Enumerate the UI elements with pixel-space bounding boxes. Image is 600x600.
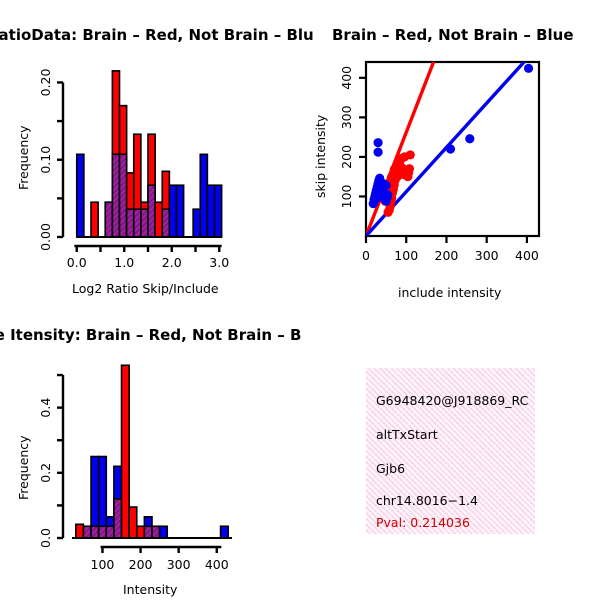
- info-line-locus: chr14.8016−1.4: [376, 493, 478, 508]
- histogram-bar: [175, 184, 185, 238]
- x-axis-tick-label: 1.0: [114, 255, 134, 270]
- histogram-bar: [158, 525, 169, 539]
- panel-intensity-histogram: ne Itensity: Brain – Red, Not Brain – B …: [0, 300, 302, 600]
- y-axis-tick-label: 0.20: [38, 68, 53, 96]
- scatter-plot: 100 200 300 400 0 100 200 300 400: [339, 60, 541, 263]
- intensity-histogram-xlabel: Intensity: [123, 582, 178, 597]
- scatter-point: [372, 193, 382, 203]
- y-axis-tick-label: 300: [339, 105, 354, 129]
- intensity-histogram-title: ne Itensity: Brain – Red, Not Brain – B: [0, 326, 302, 344]
- histogram-bar-overlap: [161, 208, 171, 238]
- histogram-bar: [206, 184, 216, 238]
- histogram-bar-overlap: [140, 208, 149, 238]
- histogram-bar-overlap: [90, 525, 100, 539]
- histogram-bar-overlap: [118, 153, 128, 238]
- regression-line: [366, 62, 527, 236]
- y-axis-tick-label: 0.0: [38, 528, 53, 548]
- ratio-histogram-title: RatioData: Brain – Red, Not Brain – Blu: [0, 26, 314, 44]
- y-axis-tick-label: 0.2: [38, 463, 53, 483]
- x-axis-tick-label: 0: [362, 248, 370, 263]
- info-line-pval: Pval: 0.214036: [376, 515, 470, 530]
- x-axis-tick-label: 200: [435, 248, 459, 263]
- histogram-bar: [90, 201, 99, 238]
- scatter-point: [465, 134, 475, 144]
- histogram-bar: [199, 153, 209, 238]
- y-axis-tick-label: 400: [339, 66, 354, 90]
- scatter-point: [389, 164, 399, 175]
- histogram-bar: [135, 525, 146, 539]
- histogram-bar-overlap: [113, 498, 123, 539]
- x-axis-tick-label: 400: [515, 248, 539, 263]
- x-axis-tick-label: 2.0: [162, 255, 182, 270]
- scatter-point: [381, 180, 391, 190]
- plot-area: [366, 62, 534, 236]
- scatter-point: [373, 147, 383, 157]
- histogram-bar-overlap: [105, 525, 115, 539]
- intensity-histogram-plot: 0.0 0.2 0.4 100 200 300 400: [38, 364, 232, 572]
- histogram-bar-overlap: [132, 208, 142, 238]
- plot-frame: [364, 60, 541, 238]
- histogram-bar: [75, 153, 85, 238]
- x-axis-tick-label: 300: [475, 248, 499, 263]
- x-axis-tick-label: 0.0: [67, 255, 87, 270]
- scatter-xlabel: include intensity: [398, 285, 502, 300]
- x-axis-tick-label: 300: [167, 557, 191, 572]
- panel-ratio-histogram: RatioData: Brain – Red, Not Brain – Blu …: [0, 0, 314, 300]
- scatter-point: [404, 164, 415, 174]
- y-axis-tick-label: 0.4: [38, 398, 53, 418]
- histogram-bar: [168, 184, 178, 238]
- histogram-bar: [75, 523, 85, 539]
- x-axis-tick-label: 400: [205, 557, 229, 572]
- info-line-probe: G6948420@J918869_RC: [376, 393, 529, 408]
- histogram-bar: [213, 184, 223, 238]
- histogram-bar-overlap: [143, 525, 153, 539]
- panel-scatter: Brain – Red, Not Brain – Blue skip inten…: [300, 0, 600, 300]
- x-axis-tick-label: 200: [129, 557, 153, 572]
- y-axis-tick-label: 100: [339, 184, 354, 208]
- histogram-bar-overlap: [111, 153, 121, 238]
- histogram-bar-overlap: [97, 525, 108, 539]
- scatter-point: [387, 172, 397, 182]
- x-axis-tick-label: 3.0: [209, 255, 229, 270]
- x-axis-tick-label: 100: [394, 248, 418, 263]
- histogram-bar: [120, 364, 130, 539]
- histogram-bar: [128, 506, 138, 539]
- gene-info-box: G6948420@J918869_RC altTxStart Gjb6 chr1…: [366, 368, 535, 534]
- info-line-gene: Gjb6: [376, 461, 406, 476]
- histogram-bar-overlap: [104, 201, 114, 238]
- ratio-histogram-plot: 0.00 0.10 0.20 0.0 1.0 2.0 3.0: [38, 68, 229, 270]
- histogram-bar-overlap: [147, 184, 156, 238]
- x-axis-tick-label: 100: [91, 557, 115, 572]
- histogram-bar-overlap: [82, 525, 92, 539]
- scatter-point: [445, 144, 456, 154]
- histogram-bar: [192, 208, 202, 238]
- histogram-bar-overlap: [125, 208, 135, 238]
- histogram-bar: [219, 525, 229, 539]
- scatter-point: [523, 63, 534, 73]
- info-line-event-type: altTxStart: [376, 427, 438, 442]
- y-axis-tick-label: 200: [339, 145, 354, 169]
- histogram-bar: [154, 201, 164, 238]
- scatter-point: [373, 138, 383, 148]
- ratio-histogram-xlabel: Log2 Ratio Skip/Include: [72, 281, 219, 296]
- y-axis-tick-label: 0.00: [38, 223, 53, 251]
- y-axis-tick-label: 0.10: [38, 146, 53, 174]
- histogram-bar-overlap: [151, 525, 161, 539]
- scatter-title: Brain – Red, Not Brain – Blue: [332, 26, 574, 44]
